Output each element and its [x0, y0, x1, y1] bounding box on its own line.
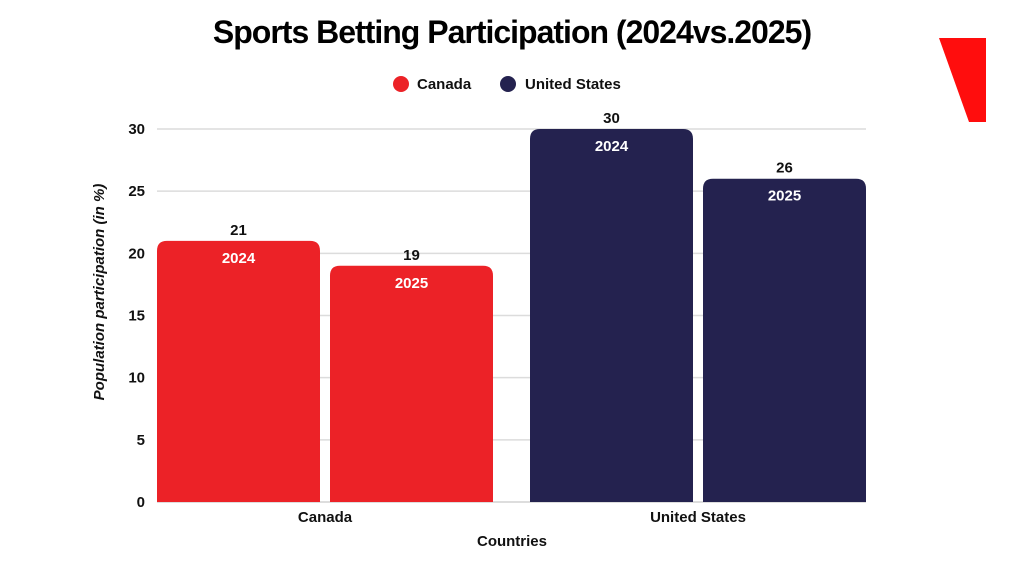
y-tick-label: 15	[128, 308, 145, 325]
bar	[530, 129, 693, 502]
brand-logo-icon	[939, 38, 986, 122]
legend-marker	[500, 76, 516, 92]
bar-year-label: 2024	[595, 138, 629, 155]
y-tick-label: 20	[128, 245, 145, 262]
data-label: 26	[776, 160, 793, 177]
bar-year-label: 2024	[222, 250, 256, 267]
bar	[330, 265, 493, 502]
bar-year-label: 2025	[768, 188, 801, 205]
x-tick-label: Canada	[298, 509, 353, 526]
data-label: 30	[603, 110, 620, 127]
y-tick-label: 5	[137, 432, 145, 449]
chart-title: Sports Betting Participation (2024vs.202…	[212, 14, 812, 50]
legend-label: Canada	[417, 76, 472, 93]
bar-year-label: 2025	[395, 275, 428, 292]
x-tick-label: United States	[650, 509, 746, 526]
y-tick-label: 10	[128, 370, 145, 387]
data-label: 19	[403, 247, 420, 264]
legend-label: United States	[525, 76, 621, 93]
data-label: 21	[230, 222, 247, 239]
y-tick-label: 0	[137, 494, 145, 511]
bar	[157, 240, 320, 502]
y-tick-label: 30	[128, 121, 145, 138]
x-axis-title: Countries	[477, 533, 547, 550]
bar	[703, 178, 866, 502]
y-axis-title: Population participation (in %)	[91, 184, 108, 401]
legend-marker	[393, 76, 409, 92]
y-tick-label: 25	[128, 183, 145, 200]
